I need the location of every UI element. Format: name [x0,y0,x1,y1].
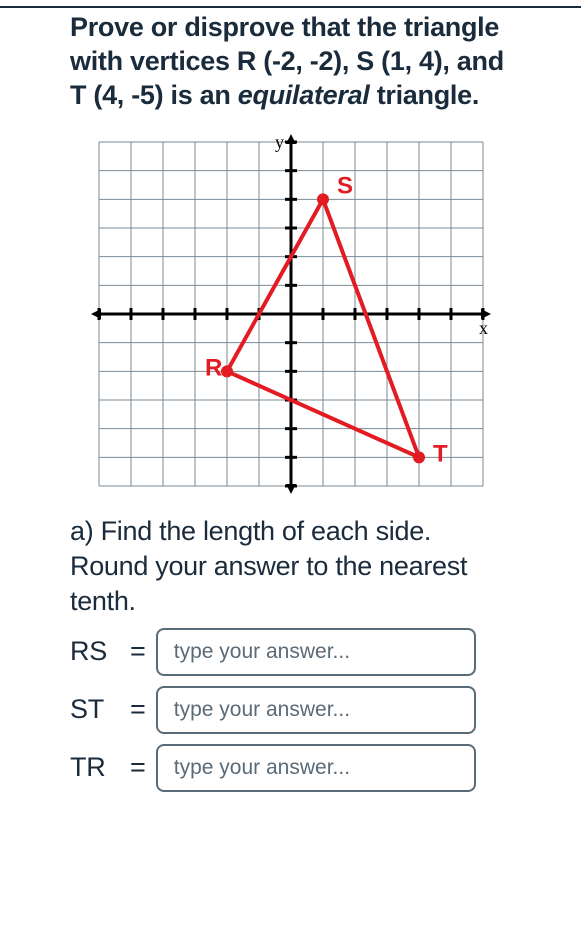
part-a-text: a) Find the length of each side. Round y… [0,514,581,619]
equals-sign: = [130,694,146,725]
equals-sign: = [130,636,146,667]
answer-lhs: RS [70,636,130,667]
answer-row: TR = [70,744,581,792]
answer-row: RS = [70,628,581,676]
answer-lhs: TR [70,752,130,783]
coordinate-grid-chart: y x R S T [81,124,501,504]
answer-input-tr[interactable] [156,744,476,792]
svg-text:R: R [205,355,222,382]
answer-input-st[interactable] [156,686,476,734]
answer-row: ST = [70,686,581,734]
svg-text:T: T [433,441,448,468]
svg-text:y: y [275,132,284,152]
answers-block: RS = ST = TR = [0,620,581,792]
svg-text:S: S [337,173,353,200]
question-text: Prove or disprove that the triangle with… [0,11,581,112]
equals-sign: = [130,752,146,783]
answer-lhs: ST [70,694,130,725]
svg-text:x: x [479,318,488,338]
answer-input-rs[interactable] [156,628,476,676]
